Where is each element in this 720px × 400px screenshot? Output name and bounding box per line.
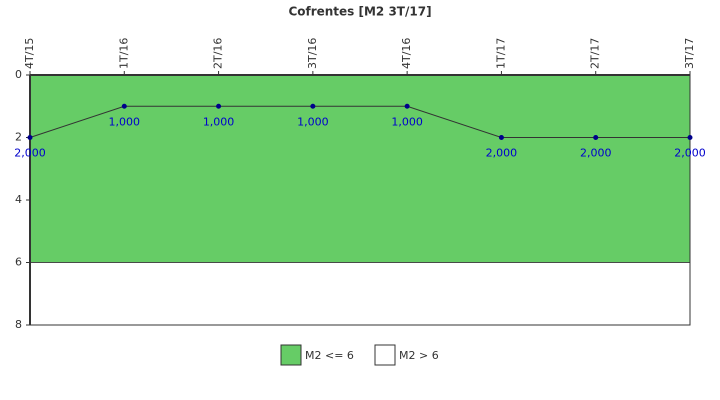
data-point — [498, 135, 504, 140]
data-label: 1,000 — [203, 115, 235, 128]
data-point — [687, 135, 693, 140]
band — [29, 262, 691, 326]
y-tick-label: 2 — [15, 131, 22, 144]
data-label: 1,000 — [297, 115, 329, 128]
legend-swatch — [374, 344, 396, 366]
legend-swatch — [280, 344, 302, 366]
x-tick-label: 1T/16 — [117, 38, 130, 69]
data-label: 1,000 — [391, 115, 423, 128]
data-label: 2,000 — [486, 147, 518, 160]
data-point — [216, 103, 222, 109]
data-point — [121, 103, 127, 109]
data-point — [27, 135, 33, 140]
x-tick-label: 3T/17 — [683, 38, 696, 69]
data-label: 1,000 — [109, 115, 141, 128]
x-tick-label: 2T/16 — [212, 38, 225, 69]
legend-label: M2 <= 6 — [305, 349, 354, 362]
series-line — [29, 105, 690, 138]
data-label: 2,000 — [674, 147, 706, 160]
data-point — [404, 103, 410, 109]
x-tick-label: 1T/17 — [494, 38, 507, 69]
y-tick-label: 6 — [15, 256, 22, 269]
x-tick-label: 4T/15 — [23, 38, 36, 69]
data-point — [593, 135, 599, 140]
data-point — [310, 103, 316, 109]
legend-label: M2 > 6 — [399, 349, 439, 362]
x-tick-label: 3T/16 — [306, 38, 319, 69]
data-label: 2,000 — [14, 147, 46, 160]
y-tick-label: 4 — [15, 193, 22, 206]
y-tick-label: 8 — [15, 318, 22, 331]
data-label: 2,000 — [580, 147, 612, 160]
y-tick-label: 0 — [15, 68, 22, 81]
x-tick-label: 2T/17 — [589, 38, 602, 69]
x-tick-label: 4T/16 — [400, 38, 413, 69]
band — [29, 74, 691, 263]
chart-title: Cofrentes [M2 3T/17] — [288, 5, 431, 19]
